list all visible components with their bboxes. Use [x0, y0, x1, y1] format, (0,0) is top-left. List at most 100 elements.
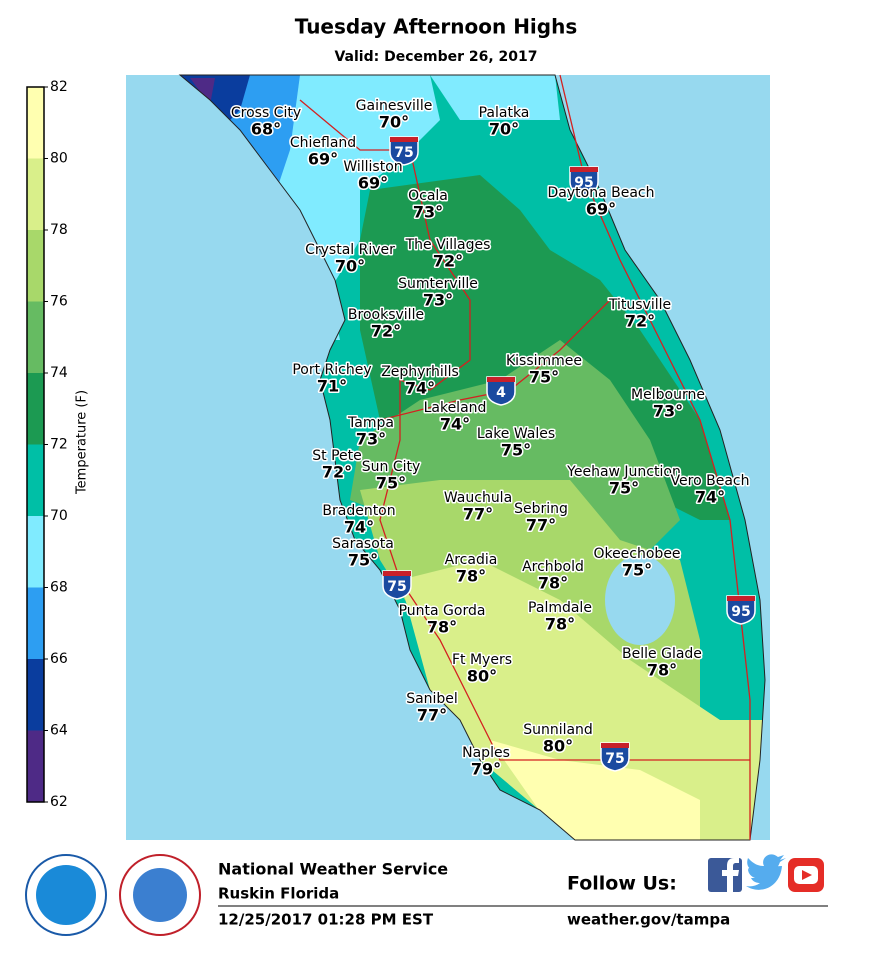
legend-tick-label: 74 [50, 365, 68, 381]
shield-top [487, 377, 515, 382]
issued: 12/25/2017 01:28 PM EST [218, 911, 434, 929]
city-name: Brooksville [348, 307, 424, 323]
city-temp: 72° [371, 322, 401, 341]
city-temp: 75° [501, 441, 531, 460]
legend-tick-label: 62 [50, 794, 68, 810]
city-temp: 73° [653, 402, 683, 421]
legend-bin [27, 444, 44, 516]
legend-bin [27, 301, 44, 373]
city-name: Punta Gorda [399, 603, 486, 619]
city-name: Gainesville [356, 98, 433, 114]
city-temp: 78° [538, 574, 568, 593]
city-name: Sunniland [523, 722, 593, 738]
legend-tick-label: 80 [50, 151, 68, 167]
shield [600, 742, 630, 772]
subtitle: Valid: December 26, 2017 [334, 49, 537, 65]
shield-top [601, 743, 629, 748]
shield-label: 75 [394, 145, 413, 161]
city-temp: 80° [543, 737, 573, 756]
city-name: Melbourne [631, 387, 705, 403]
city-name: Lake Wales [477, 426, 555, 442]
city-name: Sanibel [406, 691, 458, 707]
shield-top [383, 571, 411, 576]
city-temp: 75° [376, 474, 406, 493]
city-name: Sumterville [398, 276, 478, 292]
city-temp: 68° [251, 120, 281, 139]
city-temp: 70° [335, 257, 365, 276]
legend-tick-label: 70 [50, 508, 68, 524]
legend-tick-label: 66 [50, 651, 68, 667]
city-temp: 75° [609, 479, 639, 498]
city-name: Sarasota [332, 536, 394, 552]
city-temp: 73° [356, 430, 386, 449]
shield-label: 95 [574, 175, 593, 191]
shield [389, 136, 419, 166]
city-temp: 74° [405, 379, 435, 398]
legend-tick-label: 76 [50, 294, 68, 310]
city-temp: 72° [433, 252, 463, 271]
shield-label: 4 [496, 385, 506, 401]
city-temp: 77° [417, 706, 447, 725]
city-temp: 73° [423, 291, 453, 310]
legend-bin [27, 158, 44, 230]
legend-bin [27, 516, 44, 588]
city-temp: 78° [456, 567, 486, 586]
shield-top [390, 137, 418, 142]
shield-label: 95 [731, 604, 750, 620]
shield [726, 595, 756, 625]
office: National Weather Service [218, 860, 448, 879]
footer: National Weather Service Ruskin Florida … [25, 854, 828, 936]
shield-top [570, 167, 598, 172]
legend-tick-label: 78 [50, 222, 68, 238]
shield-top [727, 596, 755, 601]
follow: Follow Us: [567, 873, 677, 895]
city-temp: 78° [647, 661, 677, 680]
noaa-logo-inner [36, 865, 96, 925]
legend-tick-label: 68 [50, 580, 68, 596]
city-temp: 74° [695, 488, 725, 507]
shield-label: 75 [387, 579, 406, 595]
location: Ruskin Florida [218, 885, 339, 903]
legend-bin [27, 659, 44, 731]
twitter[interactable] [746, 854, 786, 890]
city-name: Ocala [408, 188, 448, 204]
city-name: The Villages [405, 237, 491, 253]
city-name: Vero Beach [671, 473, 750, 489]
city-name: Tampa [347, 415, 394, 431]
legend-bin [27, 373, 44, 445]
city-temp: 77° [463, 505, 493, 524]
city-name: Archbold [522, 559, 584, 575]
shields: 75 95 4 75 95 75 [382, 136, 756, 772]
city-temp: 73° [413, 203, 443, 222]
city-name: Naples [462, 745, 510, 761]
legend-tick-label: 72 [50, 437, 68, 453]
city-temp: 77° [526, 516, 556, 535]
city-temp: 74° [440, 415, 470, 434]
city-temp: 75° [529, 368, 559, 387]
city-temp: 80° [467, 667, 497, 686]
city-name: Williston [343, 159, 402, 175]
city-temp: 72° [625, 312, 655, 331]
city-temp: 70° [489, 120, 519, 139]
city-temp: 69° [308, 150, 338, 169]
url: weather.gov/tampa [567, 911, 730, 929]
city-name: Ft Myers [452, 652, 512, 668]
city-name: St Pete [312, 448, 362, 464]
city-name: Chiefland [290, 135, 356, 151]
shield [382, 570, 412, 600]
shield-label: 75 [605, 751, 624, 767]
city-name: Sebring [514, 501, 568, 517]
city-temp: 74° [344, 518, 374, 537]
city-name: Sun City [362, 459, 421, 475]
city-temp: 78° [427, 618, 457, 637]
nws-logo-inner [133, 868, 187, 922]
city-name: Arcadia [445, 552, 498, 568]
legend: Temperature (F) 62 64 66 68 70 72 74 76 78 80 82 [26, 79, 90, 810]
city-name: Wauchula [444, 490, 512, 506]
city-temp: 72° [322, 463, 352, 482]
legend-tick-label: 82 [50, 79, 68, 95]
legend-tick-label: 64 [50, 723, 68, 739]
city-name: Daytona Beach [548, 185, 655, 201]
